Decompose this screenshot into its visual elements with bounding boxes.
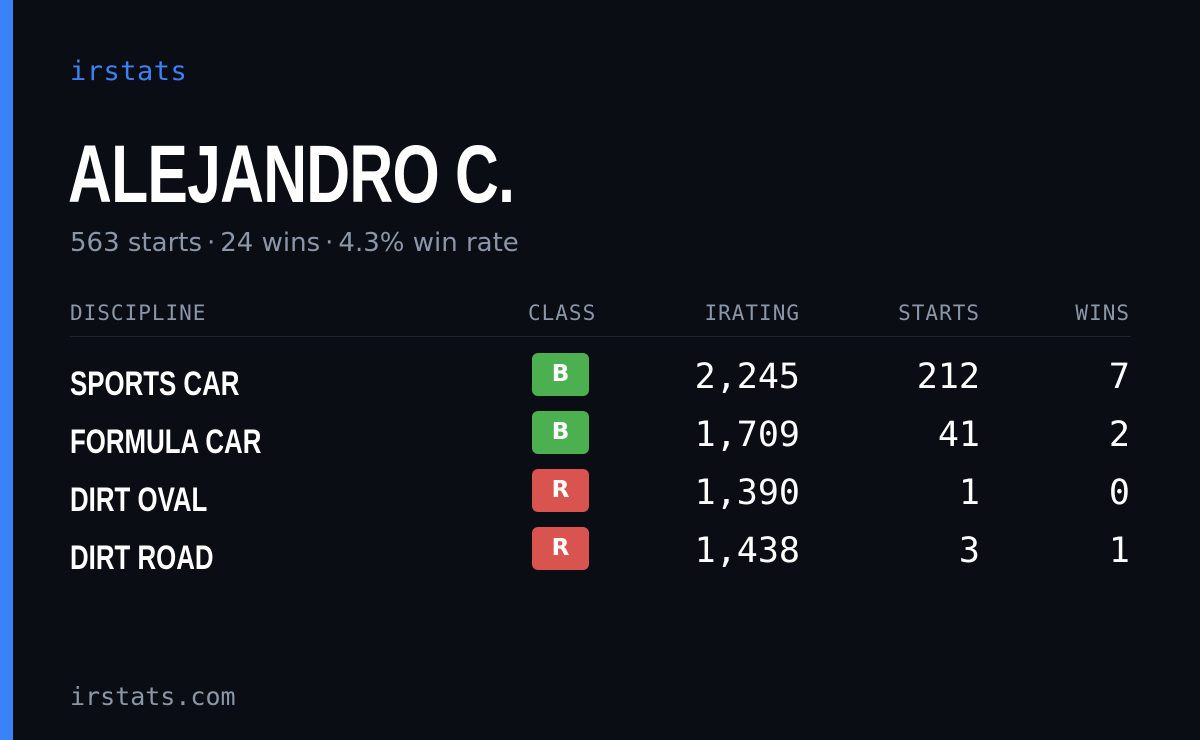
column-header-class: CLASS [528,301,597,325]
starts-value: 41 [937,415,980,455]
irating-value: 2,245 [694,357,800,397]
table-row: FORMULA CAR B 1,709 41 2 [70,411,1131,469]
wins-summary: 24 wins [220,228,321,258]
discipline-name: FORMULA CAR [70,423,262,461]
wins-value: 7 [1108,357,1130,397]
discipline-name: SPORTS CAR [70,365,240,403]
table-row: DIRT OVAL R 1,390 1 0 [70,469,1131,527]
class-badge: R [532,469,589,512]
wins-value: 2 [1108,415,1130,455]
starts-value: 212 [916,357,980,397]
starts-value: 1 [958,473,980,513]
starts-value: 3 [958,531,980,571]
column-header-irating: IRATING [704,301,800,325]
driver-summary: 563 starts · 24 wins · 4.3% win rate [70,228,519,258]
class-badge: R [532,527,589,570]
column-header-wins: WINS [1075,301,1130,325]
table-row: SPORTS CAR B 2,245 212 7 [70,353,1131,411]
class-badge: B [532,411,589,454]
driver-name: ALEJANDRO C. [68,129,515,220]
class-badge: B [532,353,589,396]
win-rate-summary: 4.3% win rate [338,228,519,258]
irating-value: 1,390 [694,473,800,513]
table-body: SPORTS CAR B 2,245 212 7 FORMULA CAR B 1… [70,353,1131,585]
footer-url[interactable]: irstats.com [70,682,236,711]
column-header-starts: STARTS [898,301,980,325]
wins-value: 0 [1108,473,1130,513]
wins-value: 1 [1108,531,1130,571]
discipline-name: DIRT OVAL [70,481,208,519]
accent-bar [0,0,13,740]
starts-summary: 563 starts [70,228,202,258]
irating-value: 1,438 [694,531,800,571]
separator: · [325,228,334,258]
separator: · [207,228,216,258]
irating-value: 1,709 [694,415,800,455]
brand-logo-text: irstats [70,56,188,87]
table-row: DIRT ROAD R 1,438 3 1 [70,527,1131,585]
table-header: DISCIPLINE CLASS IRATING STARTS WINS [70,298,1131,337]
discipline-table: DISCIPLINE CLASS IRATING STARTS WINS SPO… [70,298,1131,585]
column-header-discipline: DISCIPLINE [70,301,207,325]
discipline-name: DIRT ROAD [70,539,214,577]
